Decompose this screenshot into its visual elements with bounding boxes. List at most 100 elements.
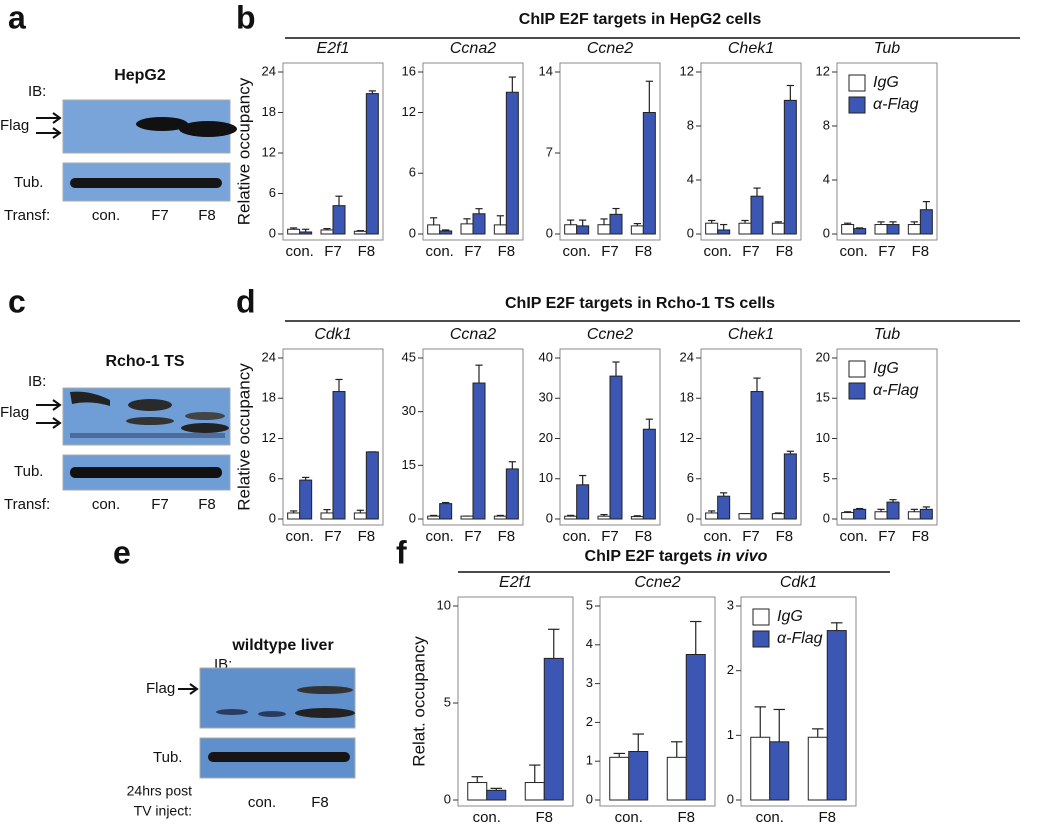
bar bbox=[493, 515, 507, 520]
blot bbox=[199, 667, 356, 729]
x-tick-label: F7 bbox=[878, 528, 896, 545]
panel-label: e bbox=[113, 534, 131, 570]
y-tick-label: 0 bbox=[586, 791, 593, 806]
bar bbox=[841, 512, 855, 520]
y-tick-label: 0 bbox=[409, 225, 416, 240]
x-tick-label: F8 bbox=[535, 809, 553, 826]
plot-frame bbox=[282, 348, 384, 526]
y-tick-label: 0 bbox=[687, 510, 694, 525]
y-tick-label: 1 bbox=[586, 753, 593, 768]
bar bbox=[853, 508, 867, 520]
bar bbox=[576, 484, 590, 520]
x-tick-label: F8 bbox=[635, 528, 653, 545]
bar bbox=[630, 516, 644, 520]
x-tick-label: F8 bbox=[776, 243, 794, 260]
y-tick-label: 7 bbox=[546, 144, 553, 159]
bar bbox=[609, 375, 623, 520]
x-tick-label: con. bbox=[615, 809, 643, 826]
chart-title: Ccna2 bbox=[450, 40, 496, 57]
plot-frame bbox=[740, 596, 857, 807]
x-tick-label: F7 bbox=[742, 243, 760, 260]
y-tick-label: 0 bbox=[269, 225, 276, 240]
bar bbox=[874, 224, 888, 235]
heading-text: ChIP E2F targets bbox=[585, 548, 713, 565]
chart-title: Tub bbox=[874, 40, 900, 57]
band bbox=[185, 412, 225, 420]
y-tick-label: 0 bbox=[823, 225, 830, 240]
bar bbox=[427, 515, 441, 520]
x-tick-label: F8 bbox=[358, 528, 376, 545]
y-tick-label: 24 bbox=[262, 349, 276, 364]
band bbox=[70, 391, 110, 406]
y-tick-label: 6 bbox=[269, 470, 276, 485]
y-tick-label: 15 bbox=[402, 457, 416, 472]
chart-title: Ccne2 bbox=[634, 574, 680, 591]
chart-title: Cdk1 bbox=[314, 326, 351, 343]
legend-swatch bbox=[752, 608, 770, 626]
chart-title: Tub bbox=[874, 326, 900, 343]
y-tick-label: 12 bbox=[680, 63, 694, 78]
blot-flag: Flag bbox=[0, 404, 29, 421]
bar bbox=[287, 512, 301, 520]
y-tick-label: 2 bbox=[586, 714, 593, 729]
bar bbox=[717, 229, 731, 235]
x-tick-label: F8 bbox=[498, 528, 516, 545]
x-tick-label: con. bbox=[562, 243, 590, 260]
y-tick-label: 45 bbox=[402, 349, 416, 364]
plot-frame bbox=[599, 596, 716, 807]
x-tick-label: F8 bbox=[776, 528, 794, 545]
band bbox=[126, 417, 174, 425]
y-tick-label: 6 bbox=[687, 470, 694, 485]
chart-title: Chek1 bbox=[728, 40, 774, 57]
bar bbox=[353, 230, 367, 235]
bar bbox=[750, 195, 764, 235]
band bbox=[70, 433, 225, 438]
y-tick-label: 0 bbox=[546, 225, 553, 240]
blot-transf: Transf: bbox=[4, 207, 50, 224]
group-heading: ChIP E2F targets in vivo bbox=[585, 548, 768, 565]
y-tick-label: 12 bbox=[262, 430, 276, 445]
lane-label: F7 bbox=[151, 496, 169, 513]
x-tick-label: F7 bbox=[878, 243, 896, 260]
x-tick-label: F8 bbox=[358, 243, 376, 260]
chart-title: Ccne2 bbox=[587, 326, 633, 343]
y-tick-label: 10 bbox=[437, 597, 451, 612]
blot-title: HepG2 bbox=[114, 67, 166, 84]
band bbox=[128, 399, 172, 411]
y-tick-label: 3 bbox=[727, 597, 734, 612]
chart-title: Chek1 bbox=[728, 326, 774, 343]
plot-frame bbox=[700, 348, 802, 526]
blot-title: wildtype liver bbox=[231, 637, 333, 654]
bar bbox=[472, 213, 486, 235]
y-tick-label: 10 bbox=[539, 470, 553, 485]
plot-frame bbox=[422, 62, 524, 241]
legend-swatch bbox=[848, 382, 866, 400]
bar bbox=[505, 91, 519, 235]
bar bbox=[771, 513, 785, 520]
bar bbox=[642, 428, 656, 520]
y-tick-label: 8 bbox=[687, 117, 694, 132]
panel-label: a bbox=[8, 0, 26, 35]
bar bbox=[543, 657, 564, 801]
bar bbox=[907, 511, 921, 520]
bar bbox=[564, 515, 578, 520]
bar bbox=[472, 382, 486, 520]
y-tick-label: 4 bbox=[586, 636, 593, 651]
band bbox=[181, 423, 229, 433]
band bbox=[208, 752, 350, 762]
bar bbox=[738, 513, 752, 520]
bar bbox=[439, 503, 453, 520]
bar bbox=[907, 224, 921, 235]
blot-transf: Transf: bbox=[4, 496, 50, 513]
y-tick-label: 30 bbox=[402, 403, 416, 418]
y-axis-label: Relat. occupancy bbox=[409, 636, 428, 767]
chart-title: E2f1 bbox=[317, 40, 350, 57]
band bbox=[136, 117, 188, 131]
x-tick-label: F7 bbox=[324, 243, 342, 260]
bar bbox=[609, 213, 623, 235]
y-tick-label: 8 bbox=[823, 117, 830, 132]
legend-swatch bbox=[848, 96, 866, 114]
bar bbox=[919, 508, 933, 520]
y-tick-label: 2 bbox=[727, 662, 734, 677]
